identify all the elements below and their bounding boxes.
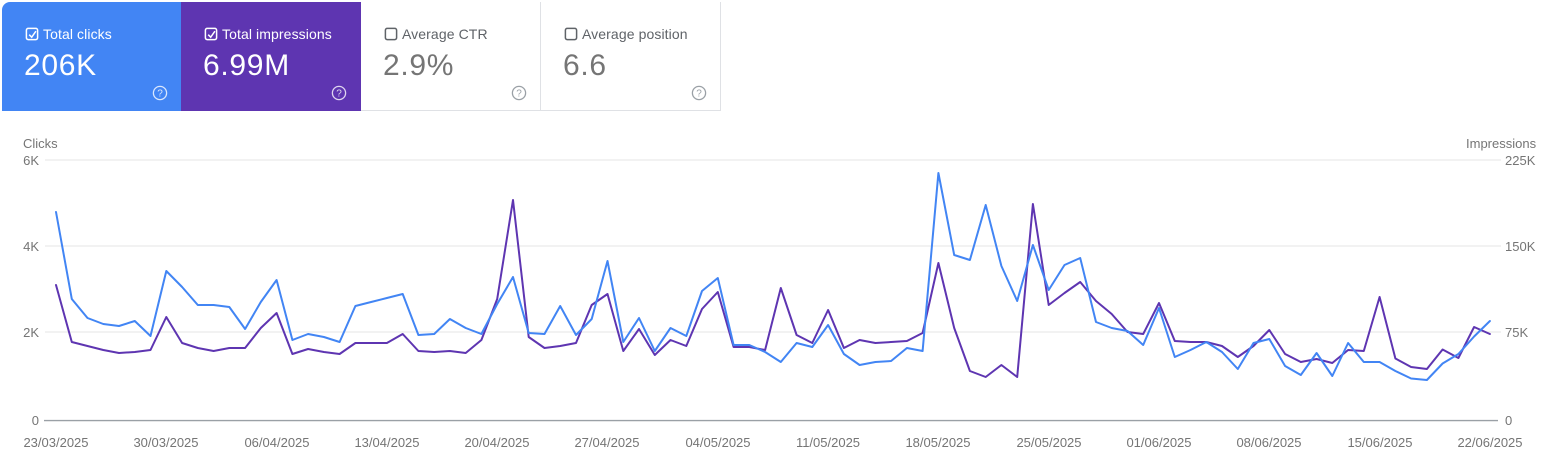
svg-text:?: ? — [336, 88, 342, 99]
svg-text:?: ? — [157, 88, 163, 99]
svg-text:?: ? — [696, 88, 702, 99]
svg-text:?: ? — [516, 88, 522, 99]
